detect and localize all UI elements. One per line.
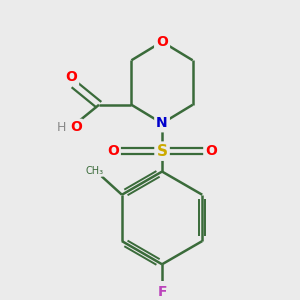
Text: O: O <box>70 120 82 134</box>
Text: F: F <box>157 285 167 299</box>
Text: O: O <box>205 144 217 158</box>
Text: O: O <box>65 70 77 84</box>
Text: O: O <box>156 35 168 49</box>
Text: N: N <box>156 116 168 130</box>
Text: S: S <box>157 144 168 159</box>
Text: O: O <box>107 144 119 158</box>
Text: H: H <box>56 121 66 134</box>
Text: CH₃: CH₃ <box>85 166 103 176</box>
